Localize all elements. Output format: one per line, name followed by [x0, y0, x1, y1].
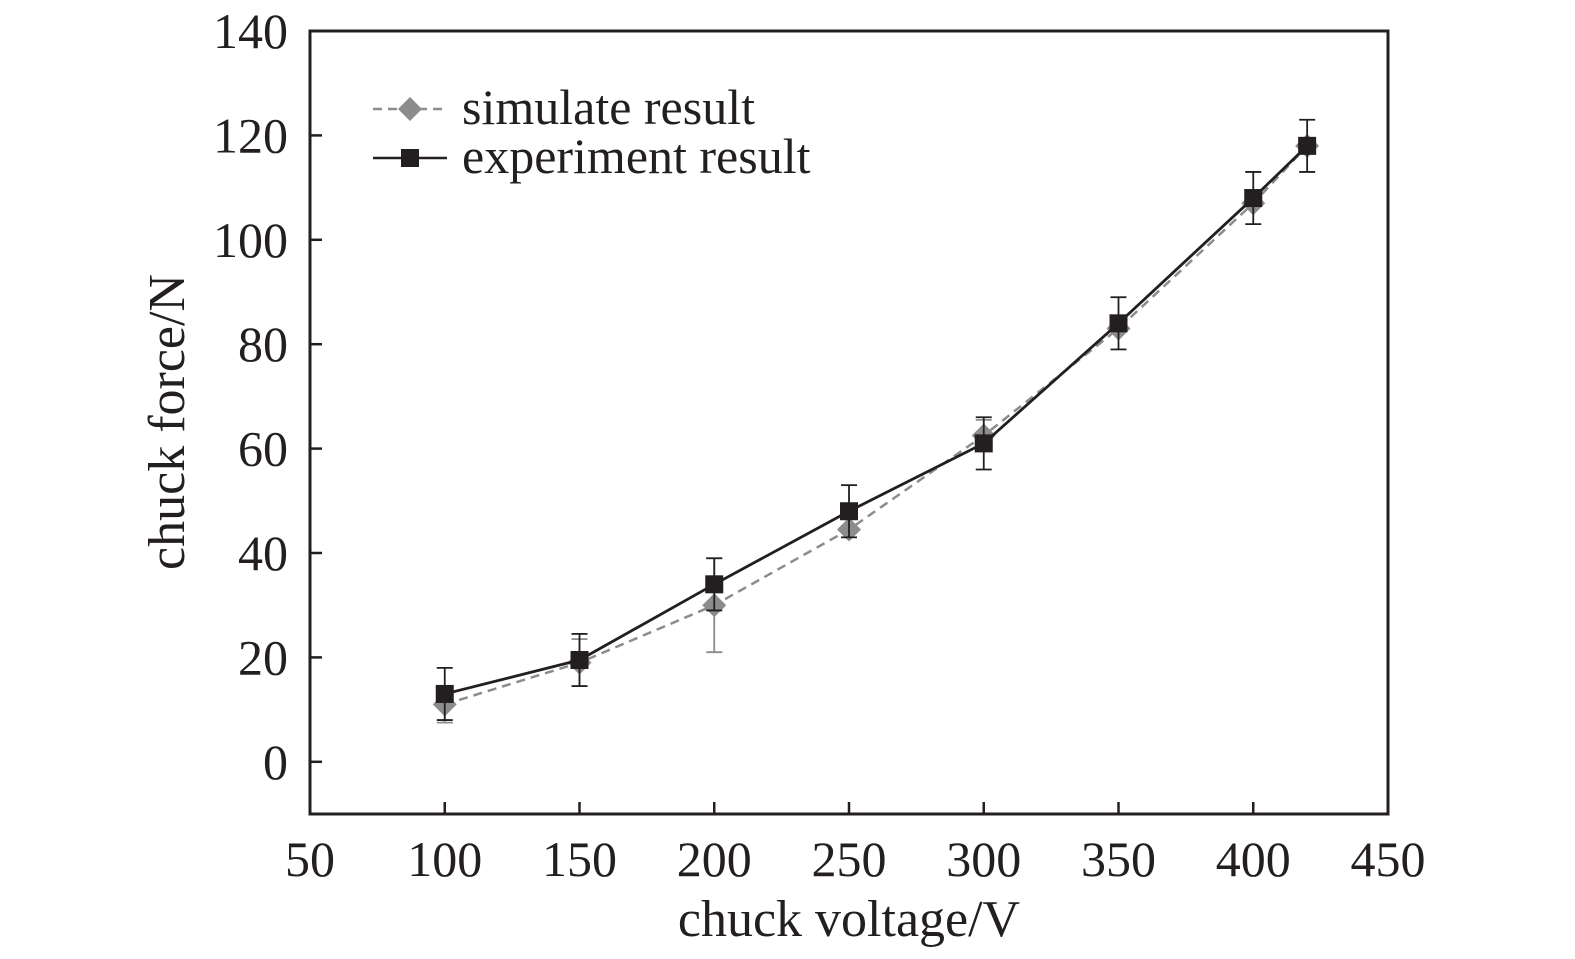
data-point: [705, 575, 724, 594]
data-point: [1298, 136, 1317, 155]
data-point: [1244, 189, 1263, 208]
x-tick-label: 450: [1351, 831, 1426, 887]
y-tick-label: 60: [238, 421, 288, 477]
series-line: [444, 144, 1309, 706]
data-point: [435, 684, 454, 703]
x-tick-label: 300: [946, 831, 1021, 887]
x-tick-label: 150: [542, 831, 617, 887]
series-0: [432, 133, 1320, 724]
y-tick-label: 0: [263, 734, 288, 790]
legend-marker-simulate: [398, 97, 422, 121]
x-tick-label: 50: [285, 831, 335, 887]
legend-marker-experiment: [401, 149, 419, 167]
legend-label-simulate: simulate result: [462, 79, 755, 135]
y-tick-label: 120: [213, 107, 288, 163]
legend-label-experiment: experiment result: [462, 128, 811, 184]
y-tick-label: 80: [238, 316, 288, 372]
y-tick-label: 20: [238, 629, 288, 685]
y-tick-label: 140: [213, 3, 288, 59]
series-1: [435, 118, 1317, 721]
data-point: [974, 434, 993, 453]
y-axis-ticks: 0 20 40 60 80 100 120 140: [213, 3, 322, 790]
x-tick-label: 400: [1216, 831, 1291, 887]
x-axis-ticks: 50 100 150 200 250 300 350 400 450: [285, 802, 1426, 887]
x-axis-title: chuck voltage/V: [678, 891, 1020, 948]
x-tick-label: 250: [812, 831, 887, 887]
x-tick-label: 350: [1081, 831, 1156, 887]
data-point: [840, 502, 858, 521]
legend: simulate result experiment result: [373, 79, 811, 184]
data-point: [1109, 314, 1128, 333]
y-axis-title: chuck force/N: [139, 274, 196, 570]
y-tick-label: 40: [238, 525, 288, 581]
data-point: [570, 651, 589, 670]
series-layer: [432, 118, 1320, 724]
series-line: [444, 144, 1309, 696]
x-tick-label: 200: [677, 831, 752, 887]
x-tick-label: 100: [407, 831, 482, 887]
y-tick-label: 100: [213, 212, 288, 268]
